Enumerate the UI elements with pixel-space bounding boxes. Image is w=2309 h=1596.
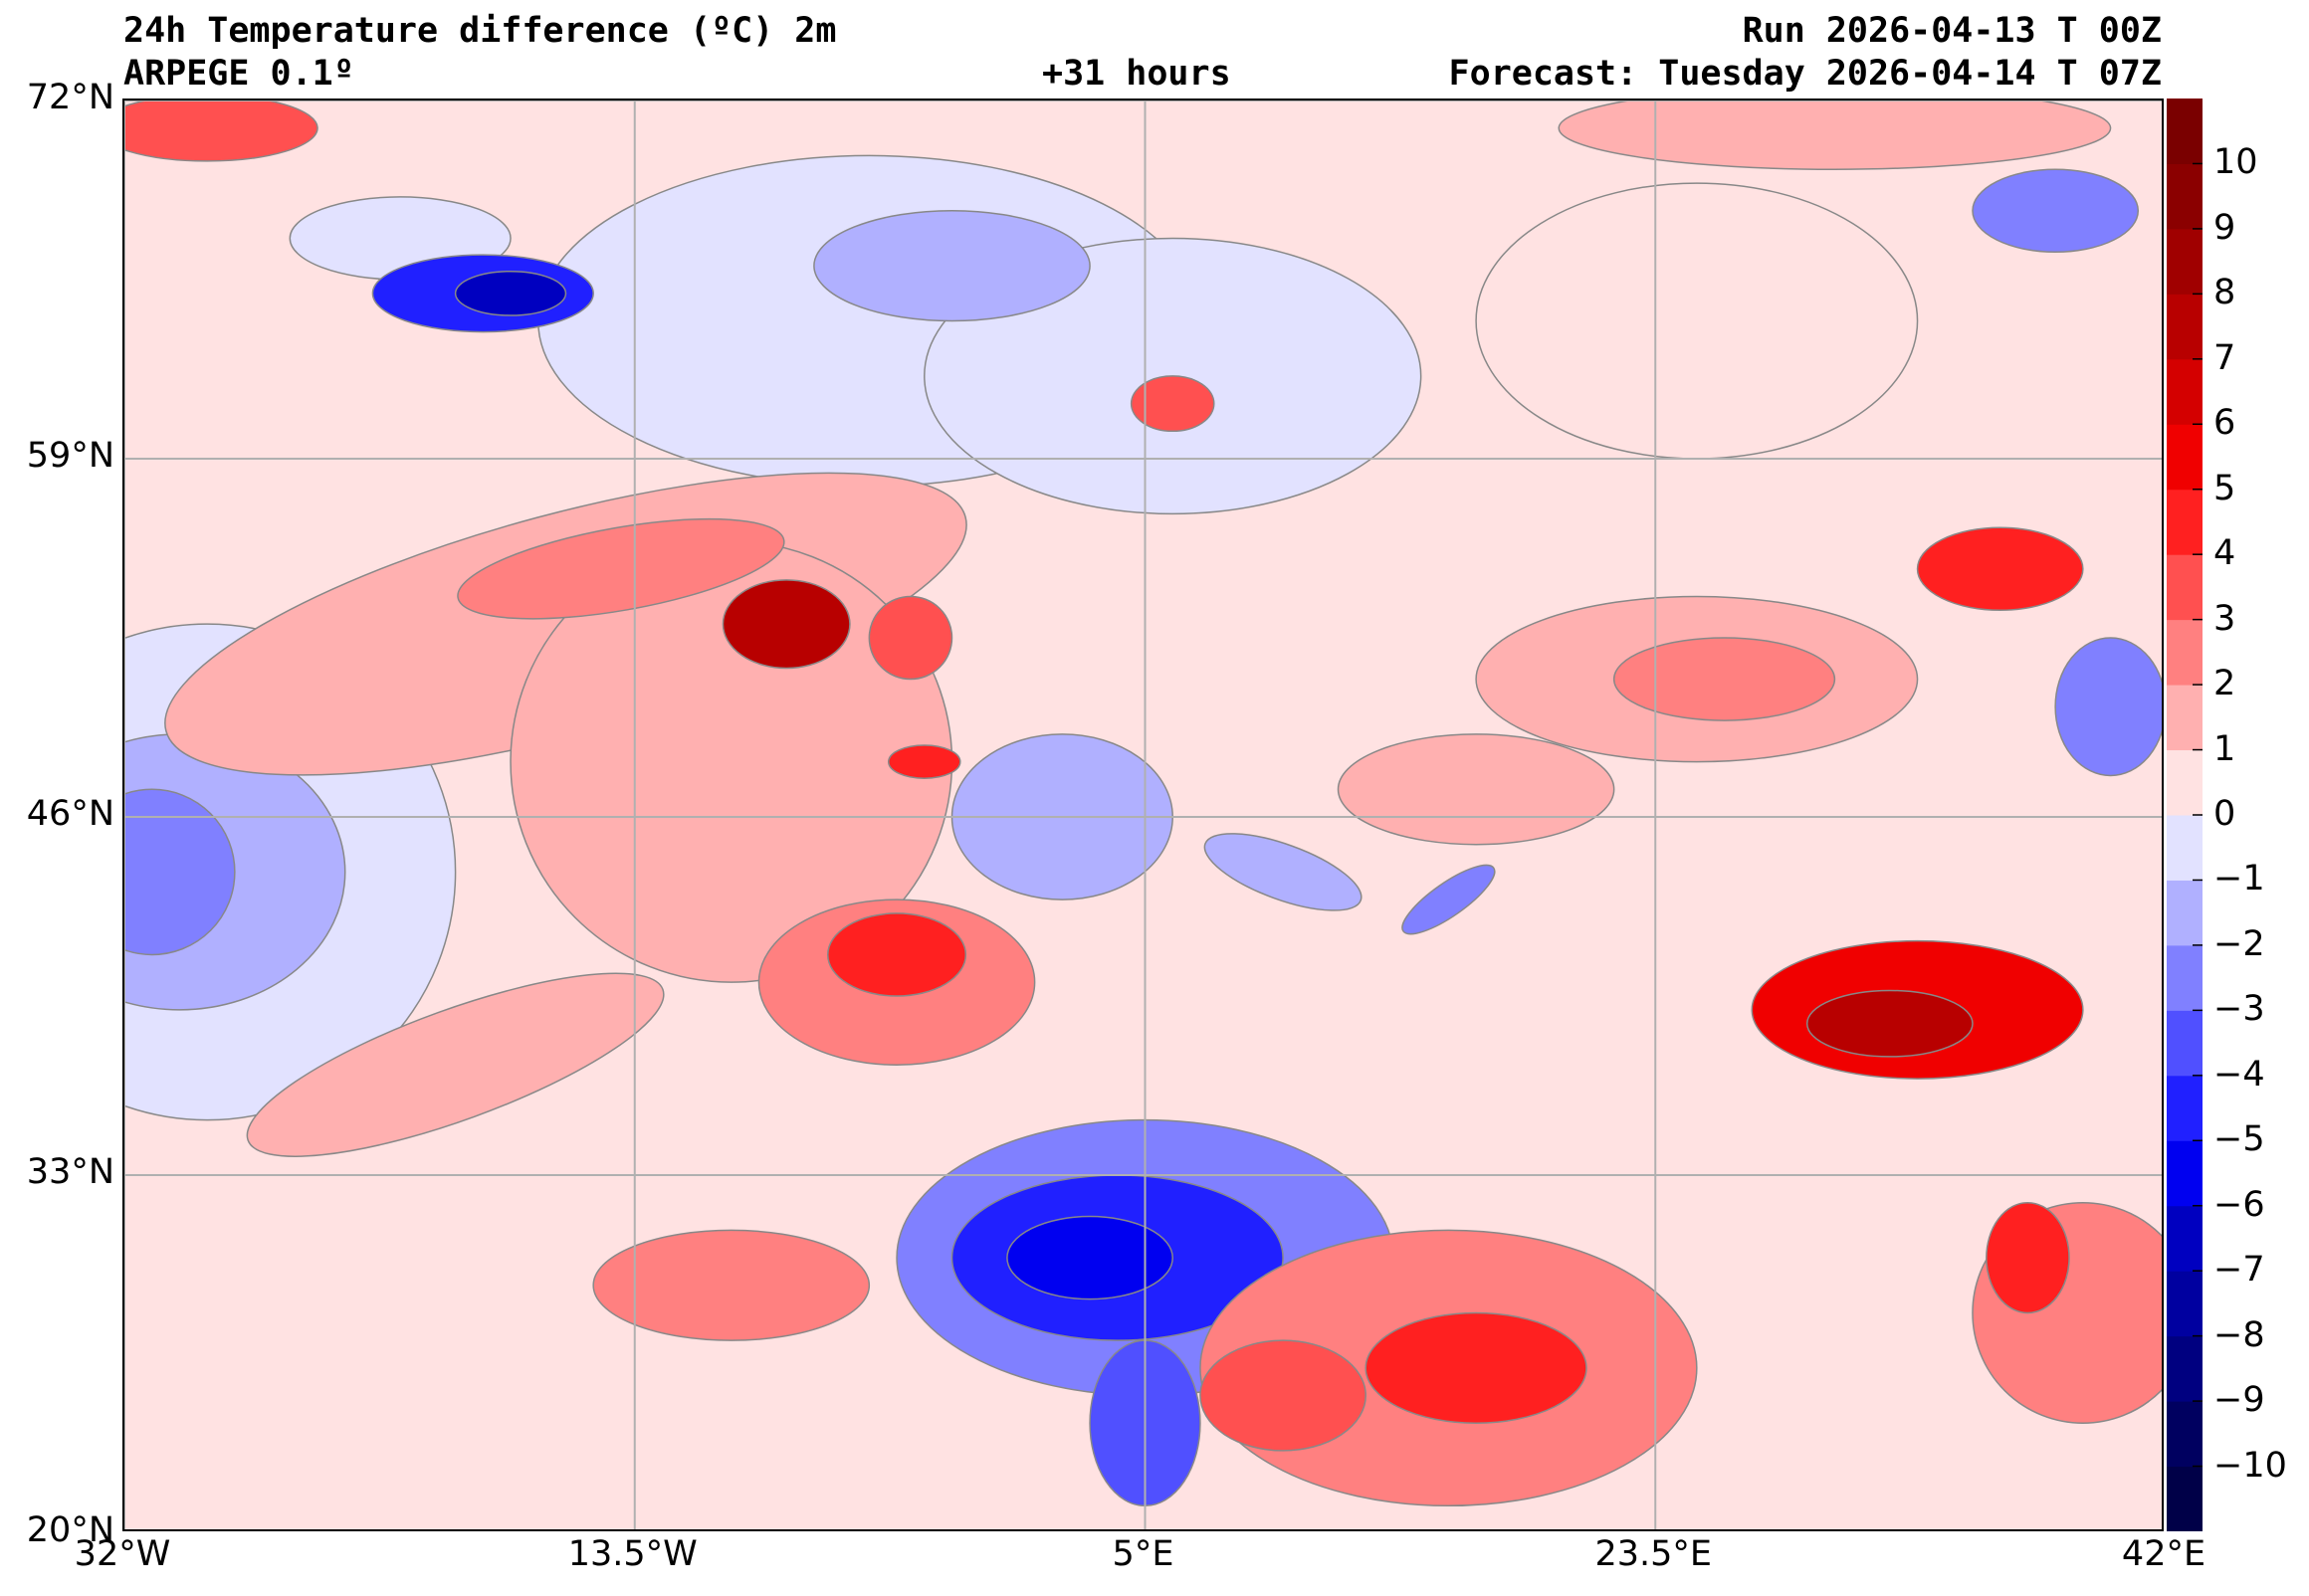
colorbar-tick-label: 4	[2213, 533, 2236, 574]
colorbar-segment	[2167, 554, 2203, 621]
colorbar-segment	[2167, 880, 2203, 946]
colorbar-tick-label: −8	[2213, 1314, 2265, 1355]
lat-tick-label: 46°N	[26, 794, 114, 834]
colorbar-tick-label: 9	[2213, 207, 2236, 248]
temperature-anomaly-region	[1986, 1201, 2070, 1314]
temperature-difference-map	[122, 99, 2164, 1531]
colorbar-tick-label: −9	[2213, 1380, 2265, 1421]
lon-tick-label: 23.5°E	[1594, 1534, 1713, 1574]
colorbar-tick-label: −2	[2213, 923, 2265, 964]
temperature-anomaly-region	[1337, 733, 1615, 846]
temperature-anomaly-region	[1475, 182, 1919, 460]
colorbar-tick-label: 7	[2213, 337, 2236, 378]
temperature-anomaly-region	[1612, 637, 1836, 721]
colorbar-segment	[2167, 228, 2203, 295]
colorbar-segment	[2167, 358, 2203, 425]
colorbar-segment	[2167, 1271, 2203, 1337]
colorbar-segment	[2167, 1010, 2203, 1077]
run-time: Run 2026-04-13 T 00Z	[1742, 11, 2162, 51]
forecast-time: Forecast: Tuesday 2026-04-14 T 07Z	[1448, 54, 2162, 94]
temperature-anomaly-region	[1401, 864, 1496, 935]
temperature-anomaly-region	[2054, 637, 2162, 777]
lon-tick-label: 5°E	[1112, 1534, 1174, 1574]
colorbar-tick-label: 6	[2213, 403, 2236, 444]
colorbar-tick-label: −7	[2213, 1250, 2265, 1291]
colorbar-segment	[2167, 294, 2203, 360]
lat-tick-label: 59°N	[26, 436, 114, 476]
colorbar	[2167, 99, 2203, 1531]
colorbar-segment	[2167, 1205, 2203, 1272]
colorbar-tick-label: −5	[2213, 1119, 2265, 1160]
lat-tick-label: 33°N	[26, 1152, 114, 1192]
colorbar-segment	[2167, 1401, 2203, 1468]
temperature-anomaly-region	[1364, 1311, 1587, 1424]
temperature-anomaly-region	[457, 517, 785, 620]
colorbar-tick-label: −1	[2213, 859, 2265, 899]
colorbar-segment	[2167, 619, 2203, 686]
colorbar-tick-label: 8	[2213, 273, 2236, 313]
temperature-anomaly-region	[1203, 833, 1363, 911]
colorbar-segment	[2167, 685, 2203, 751]
colorbar-tick-label: −3	[2213, 989, 2265, 1030]
temperature-anomaly-region	[592, 1229, 871, 1341]
temperature-anomaly-region	[1972, 168, 2140, 254]
temperature-anomaly-region	[868, 595, 953, 681]
colorbar-segment	[2167, 815, 2203, 881]
temperature-anomaly-region	[722, 579, 851, 670]
temperature-anomaly-region	[813, 210, 1091, 322]
temperature-anomaly-region	[124, 788, 236, 956]
colorbar-segment	[2167, 749, 2203, 816]
colorbar-segment	[2167, 99, 2203, 164]
lead-time: +31 hours	[1042, 54, 1231, 94]
temperature-anomaly-region	[1006, 1215, 1173, 1300]
temperature-anomaly-region	[1199, 1339, 1366, 1452]
colorbar-segment	[2167, 424, 2203, 491]
lat-tick-label: 20°N	[26, 1510, 114, 1550]
lon-tick-label: 13.5°W	[567, 1534, 698, 1574]
temperature-anomaly-region	[1805, 989, 1974, 1058]
temperature-anomaly-region	[1916, 526, 2084, 612]
colorbar-tick-label: −10	[2213, 1445, 2287, 1486]
lon-tick-label: 42°E	[2121, 1534, 2206, 1574]
colorbar-segment	[2167, 1466, 2203, 1531]
colorbar-tick-label: 0	[2213, 794, 2236, 834]
chart-title: 24h Temperature difference (ºC) 2m	[123, 11, 837, 51]
temperature-anomaly-region	[246, 972, 665, 1157]
colorbar-tick-label: 10	[2213, 142, 2258, 183]
colorbar-segment	[2167, 1140, 2203, 1207]
model-label: ARPEGE 0.1º	[123, 54, 354, 94]
temperature-anomaly-region	[1130, 375, 1215, 433]
colorbar-tick-label: −4	[2213, 1054, 2265, 1095]
lat-tick-label: 72°N	[26, 78, 114, 117]
temperature-anomaly-region	[124, 100, 318, 162]
colorbar-segment	[2167, 1335, 2203, 1402]
colorbar-tick-label: 1	[2213, 728, 2236, 769]
colorbar-segment	[2167, 944, 2203, 1011]
colorbar-segment	[2167, 163, 2203, 230]
temperature-anomaly-region	[454, 270, 567, 316]
map-canvas	[124, 100, 2162, 1529]
colorbar-tick-label: 3	[2213, 598, 2236, 639]
temperature-anomaly-region	[827, 912, 967, 997]
colorbar-tick-label: 5	[2213, 468, 2236, 508]
colorbar-segment	[2167, 489, 2203, 555]
temperature-anomaly-region	[1558, 100, 2112, 170]
colorbar-tick-label: 2	[2213, 664, 2236, 704]
lon-tick-label: 32°W	[74, 1534, 171, 1574]
colorbar-segment	[2167, 1075, 2203, 1141]
colorbar-tick-label: −6	[2213, 1184, 2265, 1225]
temperature-anomaly-region	[887, 744, 961, 779]
